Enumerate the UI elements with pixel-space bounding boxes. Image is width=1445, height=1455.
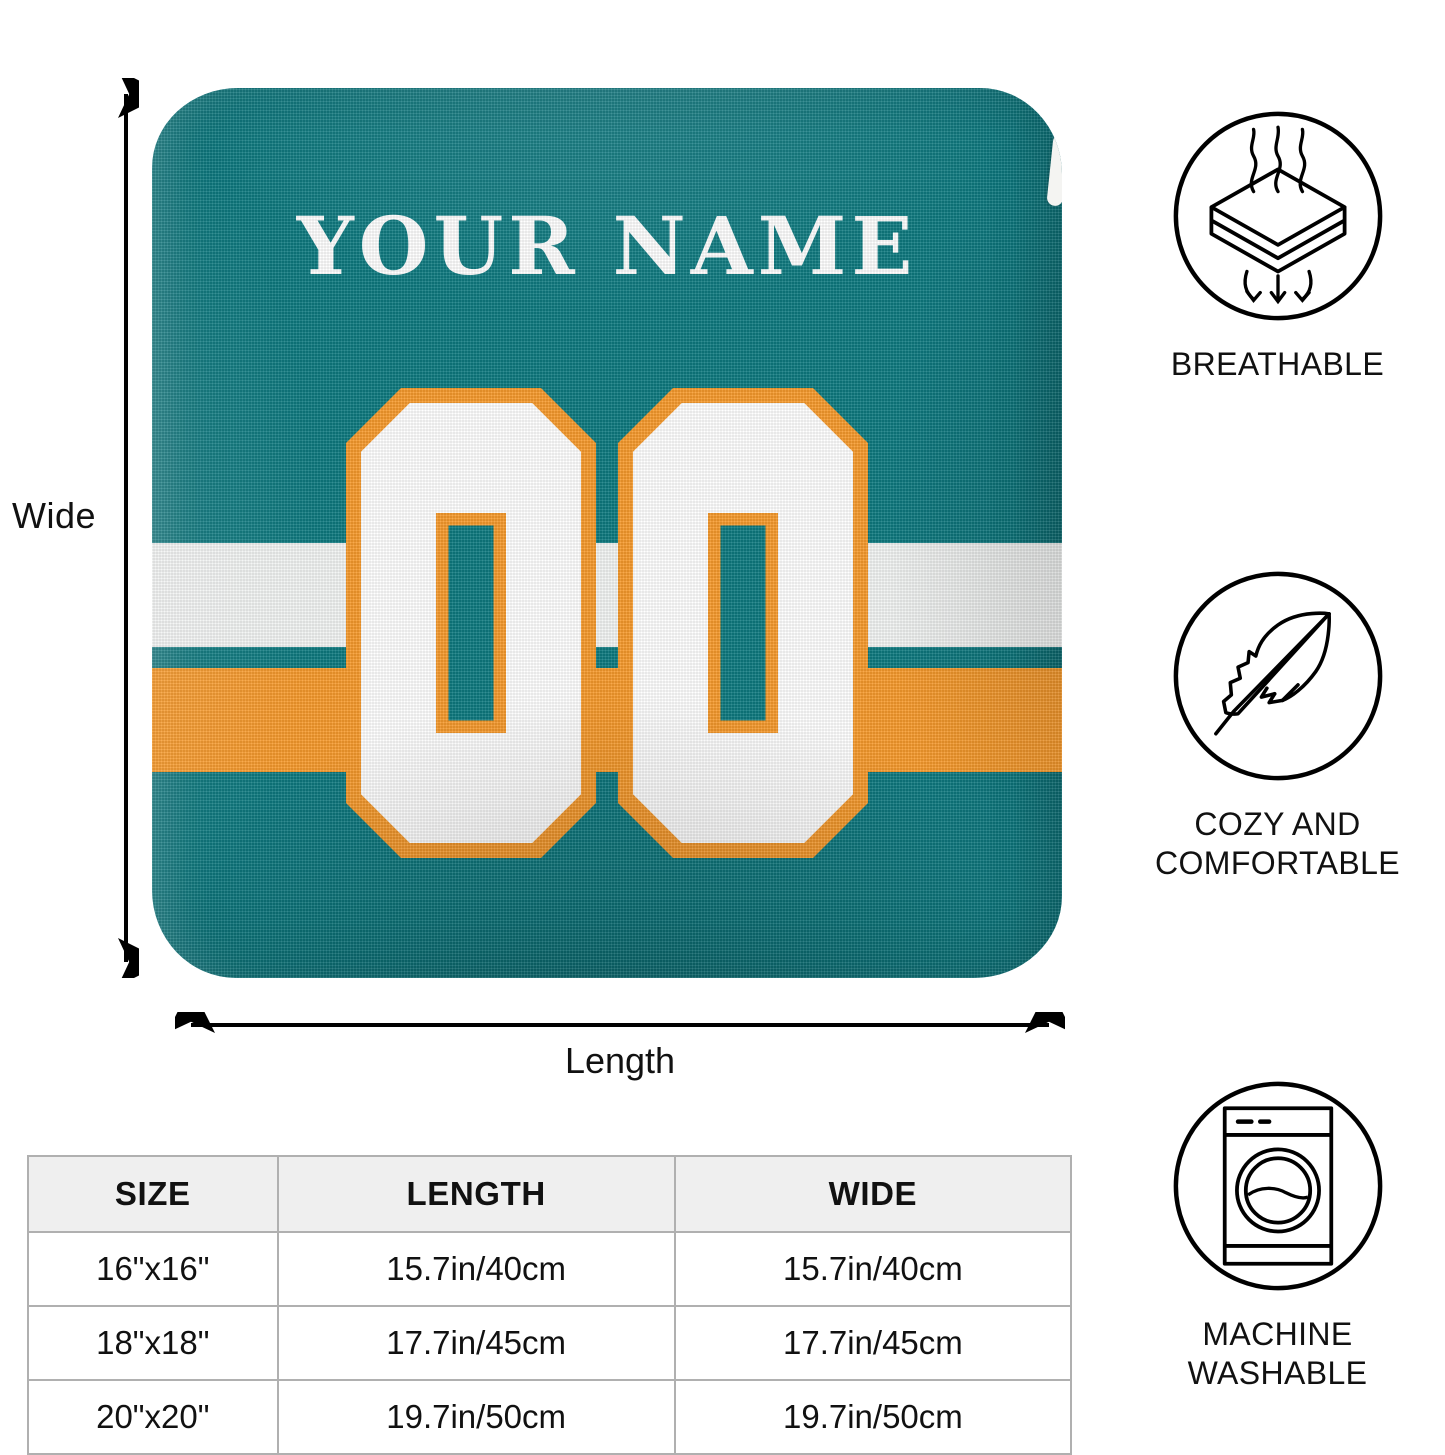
cell-wide: 15.7in/40cm [673,1231,1073,1307]
header-length: LENGTH [276,1155,676,1233]
jersey-digit-0-right [618,388,868,858]
jersey-digit-0-left [346,388,596,858]
cell-length: 17.7in/45cm [276,1305,676,1381]
jersey-name-text: YOUR NAME [296,199,918,293]
pillow-product: YOUR NAME [152,88,1062,978]
table-row: 20"x20" 19.7in/50cm 19.7in/50cm [27,1379,1073,1455]
washing-machine-icon [1173,1081,1382,1291]
jersey-number-group [152,388,1062,858]
breathable-layers-icon [1173,111,1382,321]
cell-length: 19.7in/50cm [276,1379,676,1455]
feature-cozy: COZY AND COMFORTABLE [1110,565,1445,883]
table-row: 18"x18" 17.7in/45cm 17.7in/45cm [27,1305,1073,1381]
feather-icon [1173,571,1382,781]
header-wide: WIDE [673,1155,1073,1233]
feature-breathable-label: BREATHABLE [1170,346,1385,382]
size-chart-table: SIZE LENGTH WIDE 16"x16" 15.7in/40cm 15.… [27,1155,1073,1455]
feature-washable: MACHINE WASHABLE [1110,1075,1445,1393]
table-header-row: SIZE LENGTH WIDE [27,1155,1073,1233]
feature-washable-label: MACHINE WASHABLE [1187,1316,1368,1392]
length-dimension-label: Length [564,1040,676,1081]
cell-wide: 19.7in/50cm [673,1379,1073,1455]
wide-dimension-arrow [118,78,139,978]
care-tag [1046,133,1062,207]
cell-wide: 17.7in/45cm [673,1305,1073,1381]
header-size: SIZE [27,1155,279,1233]
cell-size: 16"x16" [27,1231,279,1307]
cell-length: 15.7in/40cm [276,1231,676,1307]
product-image-panel: Wide YOUR NAME [12,78,1065,1081]
wide-dimension-label: Wide [12,495,97,536]
cell-size: 20"x20" [27,1379,279,1455]
jersey-stripe-white [152,543,1062,647]
feature-highlights-panel: BREATHABLE COZY AND COMFORTABLE [1110,0,1445,1445]
feature-cozy-label: COZY AND COMFORTABLE [1154,806,1401,882]
feature-breathable: BREATHABLE [1110,105,1445,384]
table-row: 16"x16" 15.7in/40cm 15.7in/40cm [27,1231,1073,1307]
length-dimension-arrow [175,1012,1065,1033]
cell-size: 18"x18" [27,1305,279,1381]
jersey-stripe-orange [152,668,1062,772]
